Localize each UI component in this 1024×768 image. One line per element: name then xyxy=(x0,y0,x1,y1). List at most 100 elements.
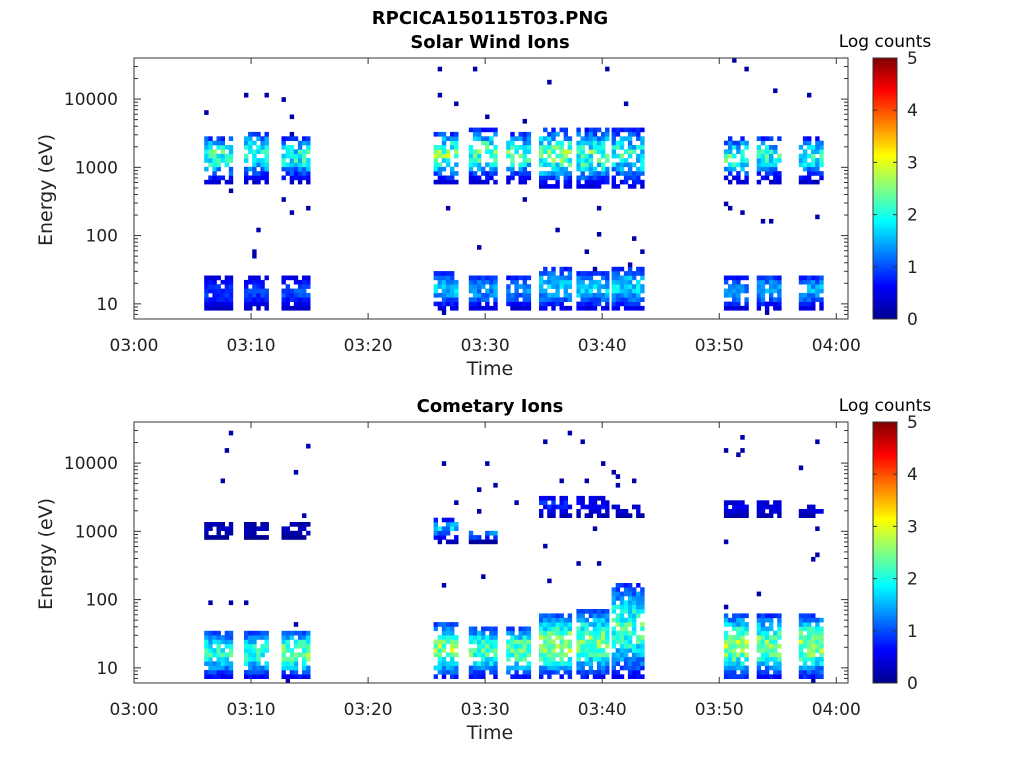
heatmap-cell xyxy=(433,301,438,307)
heatmap-cell xyxy=(506,630,511,636)
heatmap-cell xyxy=(297,522,303,527)
heatmap-cell xyxy=(248,648,253,653)
heatmap-cell xyxy=(640,153,645,159)
heatmap-cell xyxy=(256,305,261,311)
heatmap-cell xyxy=(777,622,782,627)
heatmap-cell xyxy=(468,145,474,150)
heatmap-cell xyxy=(636,652,641,658)
heatmap-cell xyxy=(773,665,778,671)
heatmap-cell xyxy=(764,643,770,649)
heatmap-cell xyxy=(623,509,629,514)
heatmap-cell xyxy=(477,179,482,185)
y-tick-label: 10 xyxy=(96,659,118,679)
heatmap-cell xyxy=(636,136,641,141)
heatmap-cell xyxy=(485,179,490,185)
heatmap-cell xyxy=(802,166,808,172)
heatmap-cell xyxy=(208,145,213,150)
heatmap-cell xyxy=(615,504,621,510)
heatmap-cell xyxy=(723,670,729,675)
heatmap-cell xyxy=(760,639,766,645)
heatmap-cell xyxy=(623,587,629,592)
heatmap-cell xyxy=(477,665,482,671)
heatmap-cell xyxy=(819,284,824,289)
heatmap-cell xyxy=(510,292,515,298)
heatmap-cell xyxy=(522,635,527,640)
heatmap-cell xyxy=(306,179,311,185)
heatmap-cell xyxy=(285,678,290,684)
y-tick-label: 1000 xyxy=(75,158,118,178)
heatmap-cell xyxy=(815,136,820,141)
heatmap-cell xyxy=(819,301,824,307)
heatmap-cell xyxy=(567,630,573,636)
heatmap-cell xyxy=(760,284,766,289)
heatmap-cell xyxy=(248,288,253,294)
heatmap-cell xyxy=(302,162,307,168)
heatmap-cell xyxy=(228,643,234,649)
heatmap-cell xyxy=(764,613,770,619)
heatmap-cell xyxy=(611,639,616,645)
heatmap-cell xyxy=(454,279,459,285)
heatmap-cell xyxy=(627,613,633,619)
heatmap-cell xyxy=(445,275,451,281)
heatmap-cell xyxy=(433,622,438,627)
heatmap-cell xyxy=(636,656,641,662)
heatmap-cell xyxy=(740,179,745,185)
heatmap-cell xyxy=(224,652,230,658)
heatmap-cell xyxy=(539,513,544,518)
heatmap-cell xyxy=(636,674,641,679)
heatmap-cell xyxy=(627,587,633,592)
heatmap-cell xyxy=(636,279,641,285)
heatmap-cell xyxy=(732,613,737,619)
heatmap-cell xyxy=(798,301,804,307)
x-tick-label: 03:40 xyxy=(578,336,627,356)
colorbar-tick-label: 5 xyxy=(907,49,918,69)
heatmap-cell xyxy=(576,656,581,662)
heatmap-cell xyxy=(563,509,568,514)
heatmap-cell xyxy=(769,301,774,307)
heatmap-cell xyxy=(264,639,269,645)
heatmap-cell xyxy=(510,162,515,168)
heatmap-cell xyxy=(756,670,762,675)
heatmap-cell xyxy=(764,648,770,653)
heatmap-cell xyxy=(798,145,804,150)
heatmap-cell xyxy=(744,639,749,645)
heatmap-cell xyxy=(819,149,824,154)
heatmap-cell xyxy=(819,153,824,159)
heatmap-cell xyxy=(601,613,606,619)
heatmap-cell xyxy=(740,305,745,311)
x-tick-label: 03:30 xyxy=(461,336,510,356)
heatmap-cell xyxy=(547,635,552,640)
heatmap-cell xyxy=(627,127,633,133)
heatmap-cell xyxy=(281,674,286,679)
heatmap-cell xyxy=(798,639,804,645)
heatmap-cell xyxy=(248,292,253,298)
heatmap-cell xyxy=(601,305,606,311)
heatmap-cell xyxy=(744,626,749,632)
heatmap-cell xyxy=(615,635,621,640)
heatmap-cell xyxy=(297,639,303,645)
heatmap-cell xyxy=(212,140,217,146)
heatmap-cell xyxy=(580,648,585,653)
heatmap-cell xyxy=(220,140,225,146)
heatmap-cell xyxy=(489,166,494,172)
heatmap-cell xyxy=(518,292,523,298)
heatmap-cell xyxy=(640,127,645,133)
heatmap-cell xyxy=(756,617,762,623)
heatmap-cell xyxy=(518,166,523,172)
heatmap-cell xyxy=(433,288,438,294)
heatmap-cell xyxy=(224,153,230,159)
heatmap-cell xyxy=(640,609,645,614)
heatmap-cell xyxy=(802,301,808,307)
heatmap-cell xyxy=(441,279,447,285)
heatmap-cell xyxy=(588,171,594,176)
heatmap-cell xyxy=(580,630,585,636)
heatmap-cell xyxy=(493,661,498,666)
heatmap-cell xyxy=(468,127,474,133)
heatmap-cell xyxy=(769,149,774,154)
heatmap-cell xyxy=(506,149,511,154)
heatmap-cell xyxy=(811,149,816,154)
heatmap-cell xyxy=(433,517,438,523)
heatmap-cell xyxy=(289,674,295,679)
heatmap-cell xyxy=(539,622,544,627)
heatmap-cell xyxy=(551,630,556,636)
